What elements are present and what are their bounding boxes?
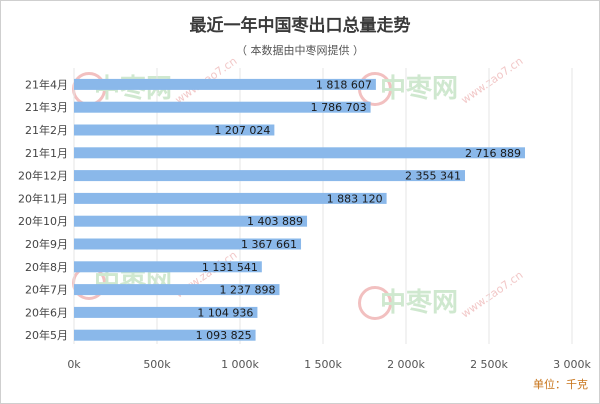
bar: [74, 238, 302, 250]
bar: [74, 124, 275, 136]
category-label: 20年10月: [18, 214, 68, 228]
bar: [74, 147, 526, 159]
bar: [74, 192, 387, 204]
bar: [74, 215, 308, 227]
x-tick-label: 1 500k: [304, 358, 342, 371]
value-label: 2 716 889: [465, 147, 521, 160]
value-label: 1 237 898: [220, 284, 276, 297]
value-label: 1 403 889: [247, 215, 303, 228]
bar: [74, 284, 280, 296]
category-label: 21年4月: [25, 77, 68, 91]
x-tick-label: 2 500k: [470, 358, 508, 371]
category-label: 21年1月: [25, 146, 68, 160]
category-label: 21年3月: [25, 100, 68, 114]
bar: [74, 329, 256, 341]
value-label: 1 883 120: [327, 192, 383, 205]
category-label: 21年2月: [25, 123, 68, 137]
bars: [74, 78, 526, 341]
bar: [74, 170, 465, 182]
x-tick-label: 1 000k: [221, 358, 259, 371]
value-label: 1 207 024: [214, 124, 270, 137]
x-tick-label: 3 000k: [553, 358, 591, 371]
value-label: 1 367 661: [241, 238, 297, 251]
x-tick-label: 2 000k: [387, 358, 425, 371]
grid-lines: [73, 68, 573, 344]
bar: [74, 78, 376, 90]
x-tick-label: 500k: [143, 358, 171, 371]
category-label: 20年8月: [25, 260, 68, 274]
category-label: 20年9月: [25, 237, 68, 251]
x-axis-ticks: 0k 500k 1 000k 1 500k 2 000k 2 500k 3 000k: [67, 358, 591, 371]
category-label: 20年7月: [25, 283, 68, 297]
bar: [74, 306, 258, 318]
bar: [74, 101, 371, 113]
unit-label: 单位：千克: [533, 378, 588, 391]
bar: [74, 261, 262, 273]
value-label: 1 093 825: [196, 329, 252, 342]
category-label: 20年6月: [25, 305, 68, 319]
category-label: 20年12月: [18, 169, 68, 183]
value-label: 2 355 341: [405, 170, 461, 183]
value-label: 1 131 541: [202, 261, 258, 274]
value-label: 1 786 703: [311, 101, 367, 114]
x-tick-label: 0k: [67, 358, 81, 371]
category-label: 20年5月: [25, 328, 68, 342]
chart-subtitle: （ 本数据由中枣网提供 ）: [236, 44, 364, 57]
chart-title: 最近一年中国枣出口总量走势: [189, 16, 411, 36]
category-labels: 21年4月 21年3月 21年2月 21年1月 20年12月 20年11月 20年10月 20…: [18, 77, 68, 342]
value-labels: 1 818 607 1 786 703 1 207 024 2 716 889 2 35…: [196, 78, 521, 342]
value-label: 1 104 936: [197, 306, 253, 319]
value-label: 1 818 607: [316, 78, 372, 91]
category-label: 20年11月: [18, 191, 68, 205]
